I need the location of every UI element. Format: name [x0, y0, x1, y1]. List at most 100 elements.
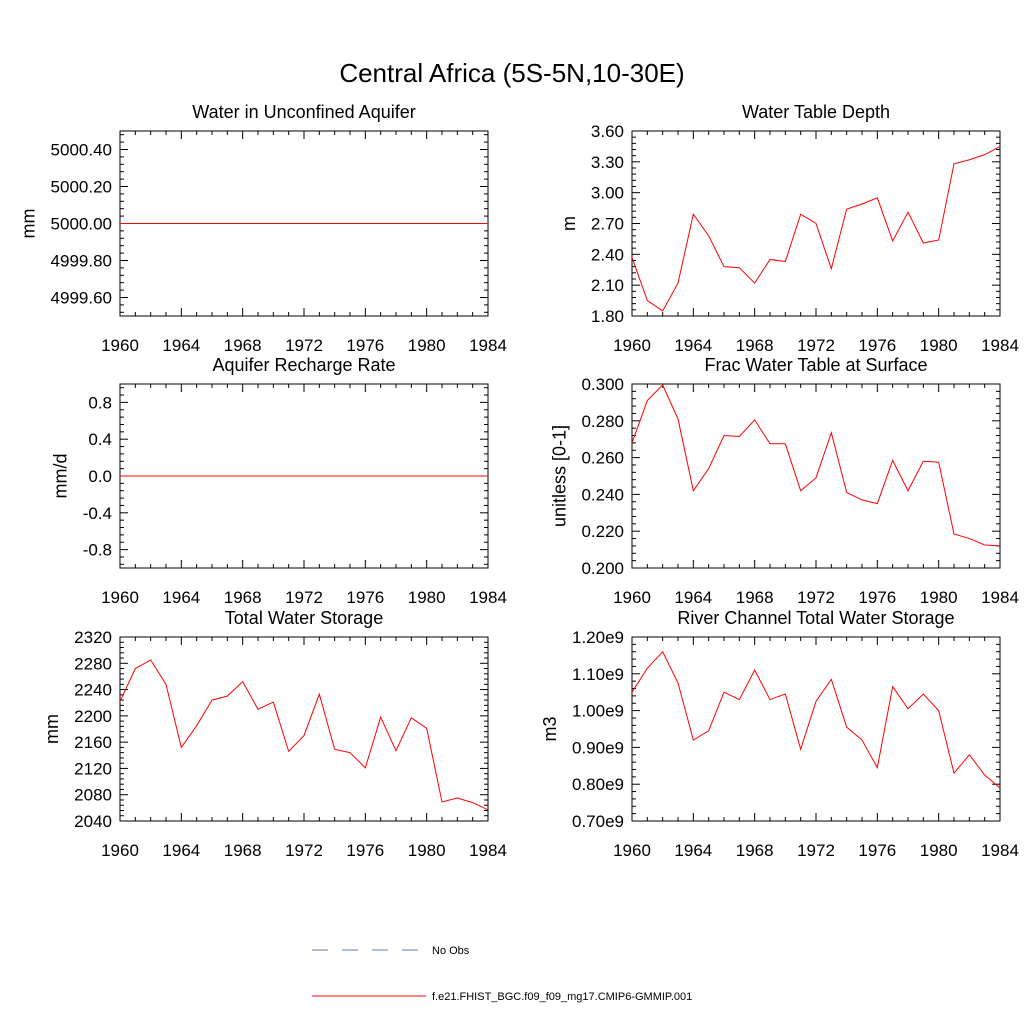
y-axis-label: mm/d [51, 454, 71, 499]
x-tick-label: 1972 [797, 841, 835, 860]
x-tick-label: 1976 [346, 841, 384, 860]
x-tick-label: 1976 [346, 336, 384, 355]
y-tick-label: 0.220 [581, 522, 624, 541]
panels: Water in Unconfined Aquifer 1960 1964 1968 1… [19, 102, 1019, 860]
y-tick-label: 2.40 [591, 245, 624, 264]
x-tick-label: 1980 [920, 841, 958, 860]
plot-frame [119, 636, 489, 822]
y-tick-label: -0.4 [83, 504, 112, 523]
y-tick-label: 5000.20 [51, 178, 112, 197]
y-tick-label: 2040 [74, 812, 112, 831]
panel-4: Total Water Storage 1960 1964 1968 1972 1976 1… [42, 608, 507, 860]
y-tick-label: 2280 [74, 654, 112, 673]
y-tick-label: 1.00e9 [572, 702, 624, 721]
x-tick-label: 1976 [858, 336, 896, 355]
y-tick-label: 0.80e9 [572, 775, 624, 794]
legend-label-model: f.e21.FHIST_BGC.f09_f09_mg17.CMIP6-GMMIP… [432, 991, 692, 1003]
plot-frame [631, 636, 1001, 822]
x-tick-label: 1980 [920, 588, 958, 607]
panel-5: River Channel Total Water Storage 1960 196… [540, 608, 1019, 860]
y-axis-label: mm [19, 209, 39, 239]
series-line [631, 145, 1001, 312]
y-axis-label: unitless [0-1] [549, 425, 569, 527]
y-tick-label: 0.260 [581, 449, 624, 468]
panel-title: Water in Unconfined Aquifer [192, 102, 415, 122]
y-tick-label: 0.280 [581, 412, 624, 431]
x-tick-label: 1984 [469, 588, 507, 607]
x-tick-label: 1960 [613, 336, 651, 355]
x-tick-label: 1960 [613, 841, 651, 860]
series-line [119, 659, 489, 811]
y-tick-label: -0.8 [83, 541, 112, 560]
y-tick-label: 0.4 [88, 430, 112, 449]
x-tick-label: 1964 [674, 588, 712, 607]
panel-title: Total Water Storage [225, 608, 383, 628]
legend: No Obs f.e21.FHIST_BGC.f09_f09_mg17.CMIP… [312, 945, 692, 1003]
y-tick-label: 1.20e9 [572, 628, 624, 647]
panel-3: Frac Water Table at Surface 1960 1964 1968 1… [549, 355, 1018, 607]
panel-title: Frac Water Table at Surface [704, 355, 927, 375]
y-tick-label: 0.8 [88, 393, 112, 412]
x-tick-label: 1960 [613, 588, 651, 607]
x-tick-label: 1984 [981, 336, 1019, 355]
x-tick-label: 1964 [162, 336, 200, 355]
x-tick-label: 1960 [101, 336, 139, 355]
y-tick-label: 1.10e9 [572, 665, 624, 684]
x-tick-label: 1968 [736, 588, 774, 607]
series-line [631, 384, 1001, 547]
y-tick-label: 2160 [74, 733, 112, 752]
x-tick-label: 1984 [981, 588, 1019, 607]
y-tick-label: 2.70 [591, 215, 624, 234]
x-tick-label: 1980 [408, 336, 446, 355]
x-tick-label: 1984 [981, 841, 1019, 860]
x-tick-label: 1964 [674, 336, 712, 355]
panel-title: Water Table Depth [742, 102, 890, 122]
y-tick-label: 2320 [74, 628, 112, 647]
x-tick-label: 1968 [224, 336, 262, 355]
panel-title: River Channel Total Water Storage [677, 608, 954, 628]
y-tick-label: 3.60 [591, 122, 624, 141]
y-axis-label: m [559, 216, 579, 231]
x-tick-label: 1980 [408, 588, 446, 607]
panel-2: Aquifer Recharge Rate 1960 1964 1968 1972 197… [51, 355, 507, 607]
x-tick-label: 1972 [285, 336, 323, 355]
y-tick-label: 5000.40 [51, 141, 112, 160]
x-tick-label: 1976 [858, 588, 896, 607]
y-tick-label: 4999.80 [51, 252, 112, 271]
x-tick-label: 1972 [285, 588, 323, 607]
y-tick-label: 0.0 [88, 467, 112, 486]
figure-title: Central Africa (5S-5N,10-30E) [339, 58, 684, 88]
y-tick-label: 4999.60 [51, 289, 112, 308]
x-tick-label: 1972 [285, 841, 323, 860]
y-tick-label: 5000.00 [51, 215, 112, 234]
y-tick-label: 2200 [74, 707, 112, 726]
y-axis-label: m3 [540, 716, 560, 741]
x-tick-label: 1972 [797, 336, 835, 355]
y-tick-label: 0.300 [581, 375, 624, 394]
series-line [631, 650, 1001, 789]
y-tick-label: 2120 [74, 759, 112, 778]
y-tick-label: 3.00 [591, 184, 624, 203]
x-tick-label: 1968 [224, 841, 262, 860]
x-tick-label: 1960 [101, 841, 139, 860]
x-tick-label: 1968 [224, 588, 262, 607]
x-tick-label: 1964 [162, 841, 200, 860]
y-axis-label: mm [42, 714, 62, 744]
y-tick-label: 2.10 [591, 276, 624, 295]
x-tick-label: 1976 [346, 588, 384, 607]
y-tick-label: 0.70e9 [572, 812, 624, 831]
x-tick-label: 1980 [920, 336, 958, 355]
x-tick-label: 1968 [736, 336, 774, 355]
x-tick-label: 1960 [101, 588, 139, 607]
y-tick-label: 2240 [74, 681, 112, 700]
x-tick-label: 1984 [469, 841, 507, 860]
x-tick-label: 1964 [674, 841, 712, 860]
x-tick-label: 1976 [858, 841, 896, 860]
x-tick-label: 1980 [408, 841, 446, 860]
x-tick-label: 1984 [469, 336, 507, 355]
y-tick-label: 0.90e9 [572, 738, 624, 757]
y-tick-label: 1.80 [591, 307, 624, 326]
panel-1: Water Table Depth 1960 1964 1968 1972 1976 198… [559, 102, 1019, 355]
legend-label-no-obs: No Obs [432, 945, 470, 957]
x-tick-label: 1968 [736, 841, 774, 860]
